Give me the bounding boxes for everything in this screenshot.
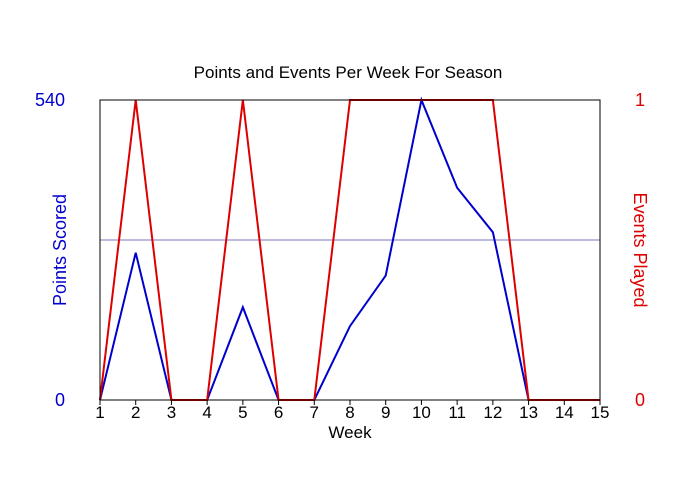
x-tick-label: 12: [483, 403, 502, 422]
plot-frame: [99, 99, 601, 401]
x-axis-ticks: 1 2 3 4 5 6 7 8 9 10 11 12 13 14 15: [95, 400, 609, 422]
x-tick-label: 11: [448, 403, 466, 422]
points-scored-series-line: [99, 96, 600, 401]
left-y-tick-label: 540: [35, 90, 65, 110]
x-axis-label: Week: [328, 423, 372, 442]
x-tick-label: 14: [555, 403, 574, 422]
x-tick-label: 1: [95, 403, 104, 422]
left-y-axis-label: Points Scored: [50, 194, 70, 306]
right-y-tick-label: 0: [635, 390, 645, 410]
x-tick-label: 6: [274, 403, 283, 422]
x-tick-label: 7: [310, 403, 319, 422]
x-tick-label: 4: [202, 403, 211, 422]
x-tick-label: 3: [167, 403, 176, 422]
x-tick-label: 13: [519, 403, 538, 422]
x-tick-label: 9: [381, 403, 390, 422]
left-y-tick-label: 0: [55, 390, 65, 410]
x-tick-label: 10: [412, 403, 431, 422]
right-y-tick-label: 1: [635, 90, 645, 110]
chart-title: Points and Events Per Week For Season: [194, 63, 503, 82]
right-y-axis-label: Events Played: [630, 192, 650, 307]
left-y-axis-ticks: 0 540: [35, 90, 65, 410]
plot-area: [99, 96, 601, 401]
right-y-axis-ticks: 01: [635, 90, 645, 410]
x-tick-label: 8: [345, 403, 354, 422]
x-tick-label: 15: [591, 403, 610, 422]
events-played-series-line: [99, 99, 600, 401]
x-tick-label: 2: [131, 403, 140, 422]
x-tick-label: 5: [238, 403, 247, 422]
